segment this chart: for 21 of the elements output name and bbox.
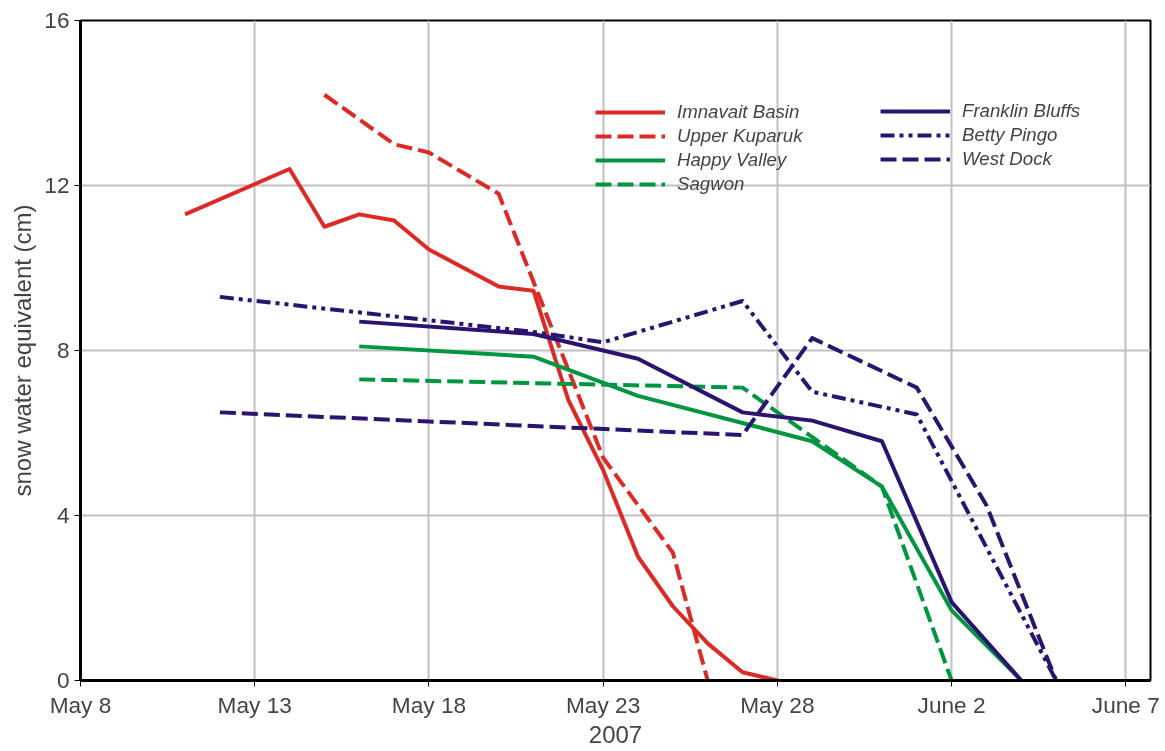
- legend-label: Happy Valley: [677, 149, 787, 171]
- x-tick-label: June 2: [917, 691, 986, 718]
- x-tick-label: May 18: [391, 691, 467, 718]
- y-tick-label: 4: [56, 502, 70, 528]
- legend-label: West Dock: [962, 148, 1052, 170]
- legend-label: Sagwon: [677, 173, 745, 195]
- legend-label: Upper Kuparuk: [677, 125, 803, 147]
- y-tick-label: 16: [44, 7, 70, 33]
- y-tick-label: 12: [44, 172, 70, 198]
- legend-label: Betty Pingo: [962, 124, 1058, 146]
- legend-label: Imnavait Basin: [677, 101, 800, 123]
- legend-label: Franklin Bluffs: [962, 100, 1081, 122]
- x-tick-label: May 13: [217, 691, 292, 718]
- x-tick-label: May 8: [49, 691, 112, 718]
- x-axis-title: 2007: [588, 720, 643, 748]
- y-tick-label: 8: [56, 337, 70, 363]
- y-axis-title: snow water equivalent (cm): [9, 204, 37, 497]
- x-tick-label: May 23: [566, 691, 641, 718]
- x-tick-label: May 28: [740, 691, 815, 718]
- y-tick-label: 0: [56, 667, 70, 693]
- x-tick-label: June 7: [1091, 691, 1160, 718]
